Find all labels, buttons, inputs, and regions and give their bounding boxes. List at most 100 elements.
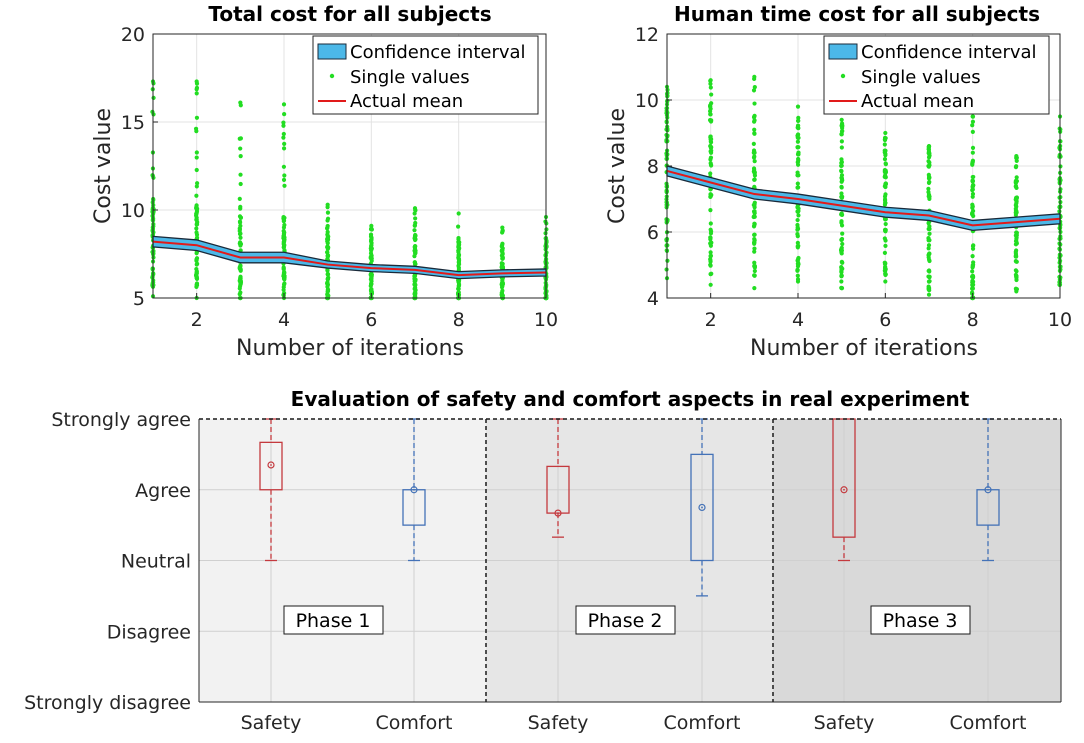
- plot2-single-value-dot: [1058, 236, 1063, 241]
- plot2-single-value-dot: [1013, 203, 1018, 208]
- plot2-single-value-dot: [752, 260, 757, 265]
- plot2-ytick-2: 8: [647, 156, 659, 178]
- phase1-label-box: Phase 1: [283, 605, 384, 635]
- plot1-xtick-4: 10: [534, 309, 558, 331]
- plot1-single-value-dot: [500, 278, 505, 283]
- plot2-single-value-dot: [883, 130, 888, 136]
- plot1-single-value-dot: [194, 184, 199, 189]
- plot1-single-value-dot: [237, 266, 242, 271]
- plot1-single-value-dot: [499, 285, 505, 290]
- plot2-single-value-dot: [926, 274, 931, 279]
- plot2-single-value-dot: [926, 292, 932, 297]
- plot1-single-value-dot: [237, 240, 243, 245]
- plot2-confidence-band: [666, 165, 1061, 232]
- plot2-single-value-dot: [882, 142, 887, 147]
- plot2-single-value-dot: [1014, 273, 1019, 279]
- plot1-single-value-dot: [238, 172, 243, 177]
- plot2-single-value-dot: [927, 153, 932, 158]
- plot2-single-value-dot: [708, 112, 713, 117]
- plot2-single-value-dot: [1014, 154, 1019, 159]
- plot1-single-value-dot: [282, 277, 287, 282]
- box-phase1-comfort: [402, 418, 426, 562]
- plot1-single-value-dot: [326, 245, 331, 250]
- plot2-single-value-dot: [795, 145, 800, 150]
- plot1-single-value-dot: [194, 210, 199, 215]
- plot2-single-value-dot: [926, 174, 932, 180]
- plot2-single-value-dot: [839, 223, 845, 228]
- plot1-single-value-dot: [412, 211, 417, 216]
- box-median-dot: [987, 488, 989, 491]
- plot1-single-value-dot: [325, 210, 331, 215]
- plot1-single-value-dot: [368, 234, 374, 239]
- plot2-legend-ci-swatch: [828, 43, 858, 60]
- plot2-single-value-dot: [970, 178, 975, 184]
- plot2-single-value-dot: [708, 155, 714, 160]
- plot2-single-value-dot: [751, 202, 756, 208]
- box-iqr: [690, 453, 714, 562]
- plot2-single-value-dot: [752, 101, 757, 106]
- phase3-label: Phase 3: [883, 610, 958, 632]
- plot2-ytick-4: 12: [635, 24, 659, 46]
- plot2-single-value-dot: [882, 174, 887, 179]
- plot2-single-value-dot: [883, 261, 888, 266]
- phase1-label: Phase 1: [296, 610, 371, 632]
- plot2-single-value-dot: [751, 141, 756, 146]
- plot2-single-value-dot: [752, 214, 757, 219]
- plot2-single-value-dot: [882, 202, 888, 207]
- plot1-single-value-dot: [194, 230, 199, 235]
- plot2-single-value-dot: [970, 187, 975, 192]
- plot2-single-value-dot: [882, 169, 887, 174]
- plot1-single-value-dot: [194, 79, 199, 84]
- plot2-single-value-dot: [839, 184, 844, 189]
- plot1-single-value-dot: [194, 274, 199, 279]
- plot1-single-value-dot: [281, 228, 286, 234]
- plot2-legend-ci: Confidence interval: [861, 42, 1037, 63]
- plot1-single-value-dot: [412, 236, 417, 241]
- plot1-single-value-dot: [412, 260, 417, 265]
- plot2-single-value-dot: [839, 145, 844, 150]
- box-median-marker: [410, 486, 418, 494]
- plot1-single-value-dot: [282, 141, 287, 146]
- plot1-single-value-dot: [413, 244, 418, 249]
- plot2-single-value-dot: [795, 258, 800, 264]
- plot1-ylabel: Cost value: [91, 108, 116, 224]
- plot2-single-value-dot: [839, 169, 844, 174]
- plot3-xtick-0: Safety: [241, 712, 302, 734]
- plot2-ytick-1: 6: [647, 222, 659, 244]
- plot1-single-value-dot: [237, 196, 242, 201]
- plot2-single-value-dot: [708, 85, 713, 90]
- plot1-single-value-dot: [456, 211, 461, 216]
- plot1-single-value-dot: [281, 102, 287, 107]
- plot2-single-value-dot: [970, 274, 975, 279]
- plot2-single-value-dot: [795, 185, 800, 190]
- phase3-label-box: Phase 3: [870, 605, 971, 635]
- plot1-single-value-dot: [325, 218, 330, 223]
- plot2-single-value-dot: [839, 173, 845, 178]
- plot2-single-value-dot: [664, 151, 669, 156]
- plot1-single-value-dot: [325, 280, 330, 285]
- plot2-single-value-dot: [971, 174, 976, 180]
- plot1-single-value-dot: [282, 173, 287, 178]
- plot2-single-value-dot: [926, 284, 931, 289]
- plot2-single-value-dot: [839, 132, 844, 137]
- plot2-single-value-dot: [795, 234, 800, 239]
- plot1-legend: Confidence interval Single values Actual…: [312, 35, 539, 115]
- phase3-label-frame: [870, 605, 971, 635]
- plot2-single-value-dot: [708, 194, 713, 199]
- plot2-single-value-dot: [883, 228, 888, 234]
- plot2-single-value-dot: [970, 246, 976, 251]
- plot1-single-value-dot: [369, 223, 374, 228]
- plot2-single-value-dot: [927, 251, 932, 256]
- plot1-single-value-dot: [194, 167, 199, 173]
- plot1-single-value-dot: [281, 120, 286, 125]
- plot1-single-value-dot: [238, 154, 243, 159]
- plot1-single-value-dot: [544, 238, 549, 244]
- box-iqr: [259, 441, 283, 491]
- plot1-single-value-dot: [325, 202, 330, 207]
- plot2-single-value-dot: [752, 209, 757, 214]
- plot1-legend-ci: Confidence interval: [350, 42, 526, 63]
- plot2-xtick-4: 10: [1048, 309, 1072, 331]
- plot2-single-value-dot: [752, 159, 757, 164]
- plot1-single-value-dot: [412, 206, 418, 211]
- plot1-single-value-dot: [194, 115, 200, 120]
